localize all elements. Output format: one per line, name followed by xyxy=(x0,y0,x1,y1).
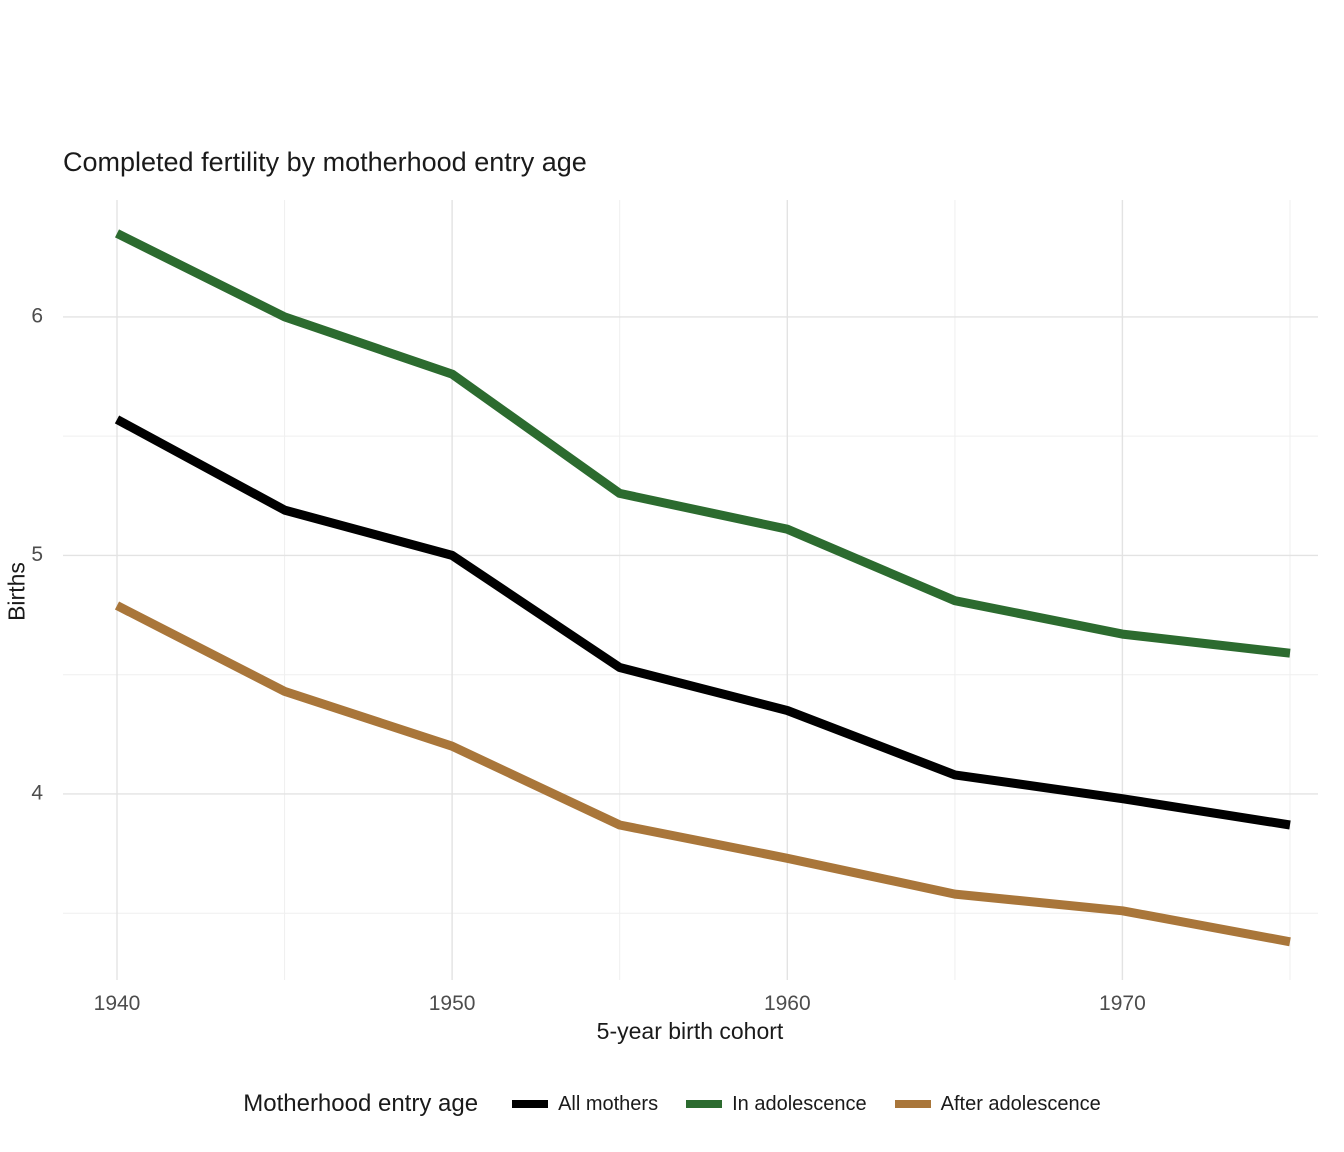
legend-item-after-adolescence: After adolescence xyxy=(894,1092,1101,1116)
x-axis-tick-labels: 1940 1950 1960 1970 xyxy=(94,992,1146,1015)
svg-text:1940: 1940 xyxy=(94,992,141,1015)
series-line-in-adolescence xyxy=(114,229,1291,658)
legend-key-all-mothers xyxy=(512,1100,549,1108)
legend-label-after-adolescence: After adolescence xyxy=(940,1092,1101,1115)
legend-key-in-adolescence xyxy=(686,1100,723,1108)
major-gridlines xyxy=(63,200,1318,980)
y-axis-title: Births xyxy=(3,562,30,621)
svg-text:1950: 1950 xyxy=(429,992,476,1015)
legend: Motherhood entry age All mothers In adole… xyxy=(0,1090,1344,1118)
y-axis-tick-labels: 4 5 6 xyxy=(31,304,43,804)
svg-text:5: 5 xyxy=(31,543,43,566)
legend-item-in-adolescence: In adolescence xyxy=(686,1093,867,1116)
series-line-after-adolescence xyxy=(114,601,1291,947)
svg-text:4: 4 xyxy=(31,781,43,804)
series-line-all-mothers xyxy=(114,415,1291,830)
legend-label-all-mothers: All mothers xyxy=(558,1092,659,1115)
legend-item-all-mothers: All mothers xyxy=(512,1093,658,1116)
legend-key-after-adolescence xyxy=(894,1100,931,1108)
legend-title: Motherhood entry age xyxy=(243,1090,479,1117)
x-axis-title: 5-year birth cohort xyxy=(596,1018,784,1044)
svg-text:6: 6 xyxy=(31,304,43,327)
chart-title: Completed fertility by motherhood entry … xyxy=(63,147,587,177)
legend-label-in-adolescence: In adolescence xyxy=(732,1092,867,1115)
svg-text:1970: 1970 xyxy=(1099,992,1146,1015)
svg-text:1960: 1960 xyxy=(764,992,811,1015)
